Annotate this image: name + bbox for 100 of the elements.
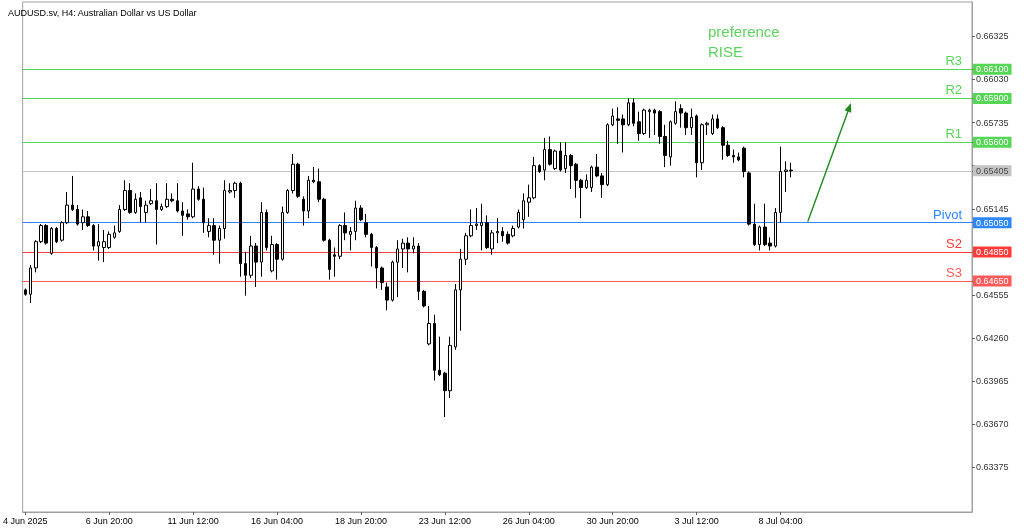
candlestick — [695, 114, 698, 178]
candlestick — [265, 209, 268, 251]
y-tick-label: 0.65900 — [976, 93, 1009, 104]
candlestick — [118, 204, 121, 234]
y-tick-label: 0.64650 — [976, 276, 1009, 287]
ref-line-label: S3 — [946, 265, 962, 281]
y-tick-label: 0.65600 — [976, 137, 1009, 148]
candlestick — [774, 207, 777, 248]
y-tick-label: 0.66325 — [976, 31, 1009, 42]
candlestick — [480, 203, 483, 251]
candlestick — [753, 203, 756, 247]
candlestick — [29, 264, 32, 304]
candlestick — [627, 97, 630, 127]
candlestick — [711, 114, 714, 136]
x-tick-label: 30 Jun 20:00 — [586, 515, 639, 526]
candlestick — [359, 204, 363, 222]
candlestick — [427, 305, 431, 346]
candlestick — [370, 232, 373, 267]
candlestick — [71, 175, 74, 212]
candlestick — [716, 114, 719, 130]
candlestick — [690, 108, 693, 136]
candlestick — [590, 165, 593, 193]
candlestick — [260, 201, 263, 278]
candlestick — [674, 100, 677, 126]
candlestick — [92, 223, 95, 251]
candlestick — [648, 108, 651, 139]
y-tick-label: 0.65050 — [976, 217, 1009, 228]
candlestick — [281, 206, 284, 262]
candlestick — [50, 226, 53, 256]
candlestick — [307, 175, 310, 219]
candlestick — [742, 146, 746, 178]
candlestick — [585, 173, 588, 190]
candlestick — [349, 226, 352, 251]
candlestick — [391, 260, 394, 303]
x-tick-label: 26 Jun 04:00 — [502, 515, 555, 526]
x-tick-label: 18 Jun 20:00 — [334, 515, 387, 526]
y-tick-label: 0.63965 — [976, 376, 1009, 387]
annotation: RISE — [708, 43, 744, 60]
candlestick — [197, 185, 200, 202]
ref-line-label: R3 — [945, 53, 962, 69]
y-tick-label: 0.64555 — [976, 289, 1009, 300]
candlestick — [312, 166, 315, 184]
candlestick — [333, 247, 336, 278]
y-tick-label: 0.64260 — [976, 333, 1009, 344]
candlestick — [302, 195, 305, 227]
y-tick-label: 0.66100 — [976, 64, 1009, 75]
candlestick — [737, 152, 740, 162]
y-tick-label: 0.65145 — [976, 203, 1009, 214]
y-tick-label: 0.65405 — [976, 165, 1009, 176]
candlestick — [176, 182, 179, 213]
ref-line-label: R1 — [945, 126, 962, 142]
y-tick-label: 0.66030 — [976, 74, 1009, 85]
candlestick — [758, 225, 761, 251]
candlestick — [611, 108, 614, 127]
candlestick — [543, 137, 546, 181]
text: AUDUSD.sv, H4: Australian Dollar vs US Dollar — [8, 7, 197, 18]
candlestick — [475, 207, 478, 231]
candlestick — [97, 223, 100, 262]
y-tick-label: 0.64850 — [976, 246, 1009, 257]
x-tick-label: 6 Jun 20:00 — [85, 515, 133, 526]
candlestick — [501, 226, 504, 243]
candlestick — [422, 289, 426, 308]
candlestick — [134, 192, 137, 215]
candlestick — [564, 141, 567, 174]
candlestick — [160, 203, 163, 212]
candlestick — [438, 336, 441, 377]
y-tick-label: 0.63670 — [976, 419, 1009, 430]
candlestick — [454, 283, 457, 351]
candlestick — [113, 225, 116, 240]
candlestick — [522, 192, 525, 229]
candlestick — [155, 182, 158, 246]
candlestick — [76, 204, 79, 227]
candlestick — [218, 225, 221, 265]
candlestick — [380, 266, 384, 291]
x-tick-label: 3 Jul 12:00 — [674, 515, 719, 526]
candlestick — [385, 282, 389, 311]
candlestick — [328, 238, 331, 281]
y-tick-label: 0.63375 — [976, 462, 1009, 473]
candlestick — [559, 141, 562, 173]
candlestick — [364, 213, 368, 238]
candlestick — [538, 163, 541, 174]
candlestick — [139, 191, 142, 224]
candlestick — [747, 171, 751, 227]
candlestick — [202, 187, 205, 234]
candlestick — [669, 119, 672, 167]
ref-line-label: S2 — [946, 235, 962, 251]
candlestick — [375, 245, 378, 289]
x-tick-label: 11 Jun 12:00 — [167, 515, 219, 526]
x-tick-label: 8 Jul 04:00 — [758, 515, 803, 526]
x-tick-label: 23 Jun 12:00 — [418, 515, 471, 526]
candlestick — [181, 201, 184, 237]
candlestick — [396, 239, 399, 298]
annotation: preference — [708, 23, 780, 40]
candlestick — [779, 146, 782, 224]
candlestick — [653, 108, 656, 136]
candlestick — [144, 200, 148, 224]
candlestick — [412, 236, 415, 254]
candlestick — [354, 200, 357, 241]
candlestick — [606, 122, 609, 187]
ref-line-label: Pivot — [933, 206, 963, 222]
